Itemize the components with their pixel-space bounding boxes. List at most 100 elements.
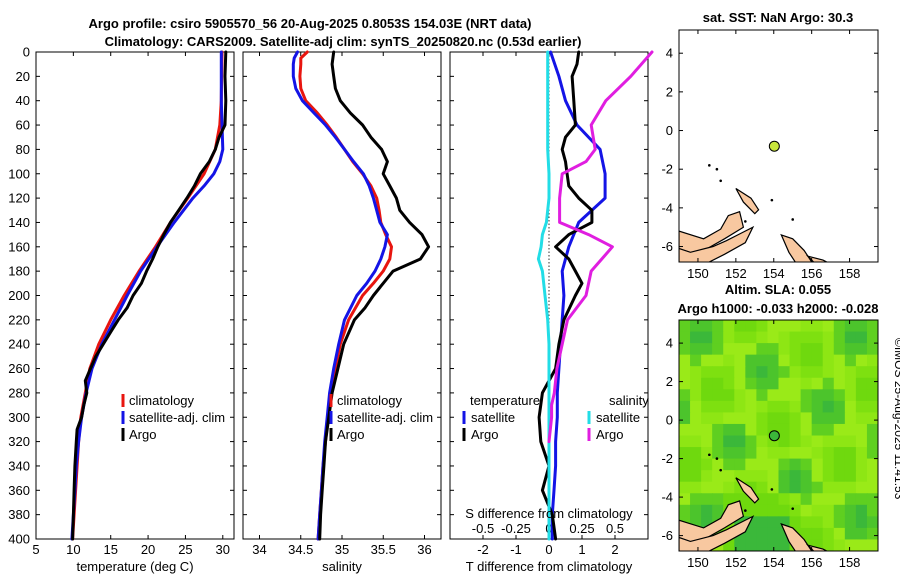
sla-cell	[778, 389, 791, 402]
y-tick-label: 180	[8, 264, 30, 279]
sla-cell	[822, 412, 835, 425]
sla-cell	[734, 412, 746, 425]
sla-cell	[811, 389, 824, 402]
sla-cell	[855, 423, 868, 437]
sla-cell	[811, 400, 824, 413]
sla-cell	[701, 389, 713, 402]
figure-title-line1: Argo profile: csiro 5905570_56 20-Aug-20…	[89, 16, 532, 31]
legend-temperature-title: temperature	[470, 393, 540, 408]
sla-cell	[745, 331, 757, 344]
sla-cell	[866, 481, 878, 494]
sla-cell	[756, 366, 769, 379]
map-x-tick-label: 150	[687, 555, 709, 570]
map-y-tick-label: -4	[661, 490, 673, 505]
sla-cell	[866, 527, 878, 541]
sla-cell	[844, 516, 857, 529]
x-tick-label: 35.5	[371, 542, 396, 557]
y-tick-label: 200	[8, 288, 30, 303]
sla-cell	[690, 354, 702, 367]
sla-cell	[778, 366, 791, 379]
sla-cell	[800, 354, 813, 367]
legend-s-argo-label: Argo	[596, 427, 623, 442]
series-t-satellite	[549, 50, 607, 541]
y-tick-label: 100	[8, 166, 30, 181]
temperature-xlabel: temperature (deg C)	[76, 559, 193, 574]
sla-cell	[778, 412, 791, 425]
island-dot	[791, 218, 795, 221]
series-argo	[71, 50, 228, 541]
sla-cell	[833, 412, 846, 425]
sla-cell	[723, 343, 735, 356]
x-tick-label: 25	[178, 542, 192, 557]
s-x-tick-label: 0.25	[569, 521, 594, 536]
sla-cell	[679, 343, 691, 356]
island-dot	[770, 198, 774, 202]
sla-cell	[811, 481, 824, 494]
sla-cell	[855, 527, 868, 541]
x-tick-label: 34	[252, 542, 266, 557]
sla-cell	[756, 435, 769, 448]
sla-cell	[844, 331, 857, 344]
sla-cell	[789, 458, 802, 471]
sla-cell	[723, 331, 735, 344]
x-tick-label: 36	[417, 542, 431, 557]
sla-cell	[745, 435, 757, 448]
sla-cell	[767, 331, 780, 344]
sla-cell	[855, 343, 868, 356]
sla-cell	[844, 493, 857, 506]
map-x-tick-label: 150	[687, 266, 709, 281]
salinity-legend: climatology satellite-adj. clim Argo	[329, 393, 433, 442]
sla-cell	[844, 447, 857, 460]
sla-cell	[701, 377, 713, 390]
sla-cell	[767, 481, 780, 494]
sla-cell	[778, 423, 791, 437]
sla-cell	[833, 435, 846, 448]
map-y-tick-label: 0	[666, 413, 673, 428]
sla-cell	[789, 354, 802, 367]
sla-cell	[811, 354, 824, 367]
x-tick-label: 34.5	[288, 542, 313, 557]
sla-cell	[679, 389, 691, 402]
island-dot	[719, 179, 722, 183]
sla-cell	[800, 377, 813, 390]
sla-cell	[712, 493, 724, 506]
sla-cell	[833, 504, 846, 517]
sla-cell	[745, 366, 757, 379]
sla-cell	[866, 435, 878, 448]
island-dot	[791, 507, 795, 510]
sla-cell	[734, 400, 746, 413]
sla-cell	[734, 389, 746, 402]
temperature-legend: climatology satellite-adj. clim Argo	[121, 393, 225, 442]
sla-cell	[822, 389, 835, 402]
sla-cell	[701, 504, 713, 517]
sla-cell	[800, 320, 813, 333]
sla-cell	[756, 377, 769, 390]
sla-cell	[778, 493, 791, 506]
sla-cell	[778, 343, 791, 356]
sla-cell	[778, 481, 791, 494]
sla-cell	[789, 481, 802, 494]
sla-cell	[734, 366, 746, 379]
sla-cell	[734, 539, 746, 551]
sla-cell	[767, 412, 780, 425]
sla-cell	[844, 400, 857, 413]
sla-cell	[690, 481, 702, 494]
sla-cell	[811, 423, 824, 437]
legend-t-argo-label: Argo	[471, 427, 498, 442]
sla-cell	[800, 343, 813, 356]
sla-cell	[811, 435, 824, 448]
sla-cell	[844, 412, 857, 425]
sla-cell	[789, 412, 802, 425]
map-x-tick-label: 152	[725, 266, 747, 281]
sla-cell	[778, 539, 791, 551]
sla-cell	[866, 447, 878, 460]
land-shape	[679, 515, 755, 551]
sla-cell	[679, 504, 691, 517]
sla-cell	[844, 354, 857, 367]
sla-cell	[866, 331, 878, 344]
sla-cell	[778, 320, 791, 333]
sla-cell	[811, 539, 824, 551]
sla-cell	[723, 389, 735, 402]
sla-cell	[855, 389, 868, 402]
y-tick-label: 280	[8, 385, 30, 400]
